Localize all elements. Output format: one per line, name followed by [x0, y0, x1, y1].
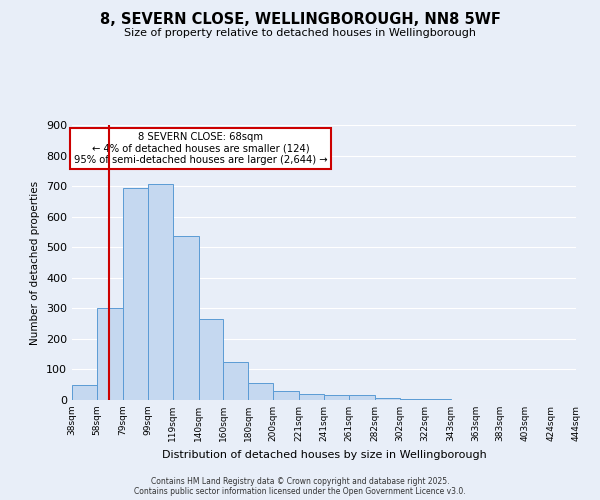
- Bar: [248, 383, 273, 400]
- X-axis label: Distribution of detached houses by size in Wellingborough: Distribution of detached houses by size …: [161, 450, 487, 460]
- Bar: [223, 362, 248, 400]
- Bar: [123, 188, 148, 400]
- Y-axis label: Number of detached properties: Number of detached properties: [31, 180, 40, 344]
- Bar: [299, 394, 324, 400]
- Bar: [324, 396, 349, 400]
- Text: 8, SEVERN CLOSE, WELLINGBOROUGH, NN8 5WF: 8, SEVERN CLOSE, WELLINGBOROUGH, NN8 5WF: [100, 12, 500, 28]
- Text: Size of property relative to detached houses in Wellingborough: Size of property relative to detached ho…: [124, 28, 476, 38]
- Bar: [72, 386, 97, 400]
- Bar: [97, 308, 123, 400]
- Text: Contains HM Land Registry data © Crown copyright and database right 2025.: Contains HM Land Registry data © Crown c…: [151, 478, 449, 486]
- Bar: [173, 236, 199, 400]
- Text: Contains public sector information licensed under the Open Government Licence v3: Contains public sector information licen…: [134, 488, 466, 496]
- Bar: [375, 398, 400, 400]
- Bar: [349, 394, 375, 400]
- Bar: [400, 399, 425, 400]
- Bar: [199, 319, 223, 400]
- Bar: [148, 184, 173, 400]
- Bar: [273, 392, 299, 400]
- Text: 8 SEVERN CLOSE: 68sqm
← 4% of detached houses are smaller (124)
95% of semi-deta: 8 SEVERN CLOSE: 68sqm ← 4% of detached h…: [74, 132, 328, 165]
